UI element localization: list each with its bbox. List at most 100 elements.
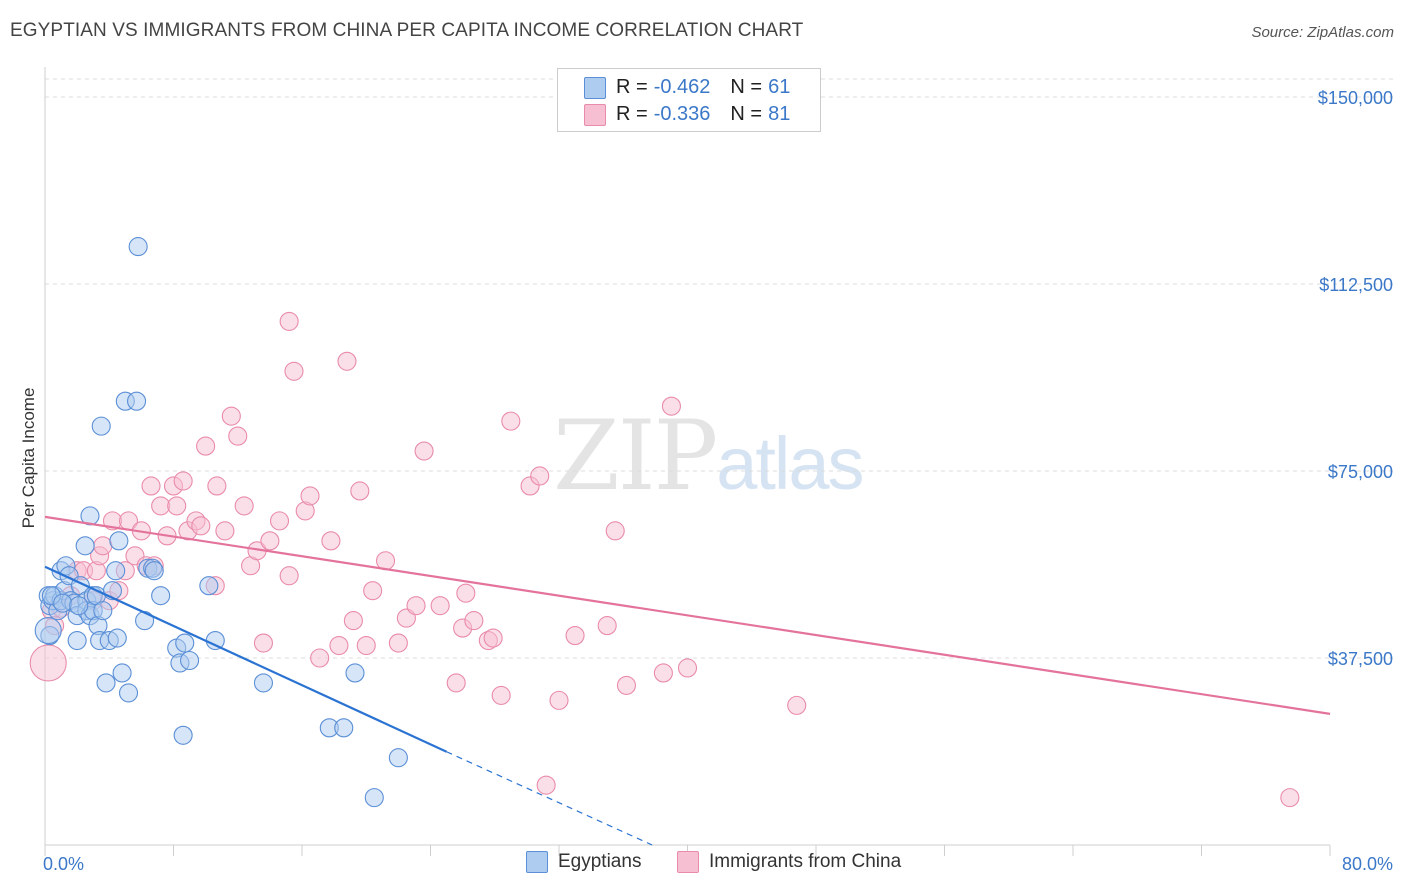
data-point [91, 416, 111, 436]
data-point [363, 581, 383, 601]
data-point [118, 683, 139, 703]
data-point [1280, 788, 1300, 808]
data-point [199, 576, 219, 596]
legend-r-value: -0.462 [653, 75, 711, 98]
tick-labels: $37,500 $75,000 $112,500 $150,000 0.0% 80.0% P… [19, 88, 1393, 874]
data-point [167, 496, 187, 516]
data-point [334, 718, 354, 738]
axes [44, 67, 1331, 856]
data-point [128, 237, 148, 257]
data-point [536, 775, 556, 795]
data-point [677, 658, 698, 678]
data-point [356, 635, 376, 656]
data-point [300, 486, 320, 506]
data-point [483, 628, 503, 648]
data-point [53, 593, 73, 613]
data-point [196, 436, 216, 456]
data-point [151, 586, 171, 606]
data-point [93, 536, 113, 556]
series-china-points [29, 311, 1300, 808]
data-point [501, 411, 521, 431]
data-point [144, 561, 164, 581]
data-point [215, 521, 235, 541]
data-point [388, 748, 408, 768]
legend-row-egyptians: R = -0.462 N = 61 [616, 75, 790, 99]
data-point [109, 531, 129, 551]
watermark-atlas: atlas [716, 422, 864, 505]
bottom-legend-swatch-china [677, 851, 699, 873]
data-point [135, 611, 155, 631]
data-point [175, 633, 195, 653]
data-point [310, 648, 330, 668]
watermark-zip: ZIP [553, 400, 718, 512]
data-point [253, 633, 274, 653]
y-axis-title: Per Capita Income [19, 388, 38, 529]
legend-n-label: N = [730, 102, 763, 125]
source-label: Source: ZipAtlas.com [1251, 24, 1394, 41]
bottom-legend-label-egyptians: Egyptians [558, 851, 642, 872]
data-point [29, 644, 67, 682]
data-point [530, 466, 550, 486]
bottom-legend-china: Immigrants from China [677, 851, 901, 873]
trend-lines [44, 515, 1331, 846]
data-point [34, 617, 62, 645]
data-point [205, 630, 225, 651]
x-tick-label: 80.0% [1342, 854, 1393, 874]
data-point [173, 471, 193, 491]
data-point [279, 311, 299, 331]
data-point [456, 583, 476, 603]
data-point [260, 531, 280, 551]
data-point [234, 496, 254, 516]
data-point [141, 476, 161, 496]
legend-swatch-china [584, 104, 606, 126]
data-point [321, 531, 341, 551]
bottom-legend-label-china: Immigrants from China [709, 851, 902, 872]
y-tick-label: $112,500 [1319, 275, 1393, 295]
data-point [96, 673, 116, 693]
data-point [549, 690, 569, 710]
data-point [207, 476, 227, 496]
series-egyptians-points [34, 237, 408, 808]
data-point [565, 626, 585, 646]
data-point [491, 685, 511, 705]
data-point [605, 521, 625, 541]
data-point [345, 663, 365, 683]
legend-r-label: R = [616, 102, 648, 125]
data-point [350, 481, 370, 501]
legend-r-value: -0.336 [653, 102, 711, 125]
data-point [337, 351, 357, 371]
data-point [127, 391, 147, 411]
x-tick-label: 0.0% [43, 854, 84, 874]
y-tick-label: $37,500 [1328, 649, 1393, 669]
data-point [406, 596, 426, 616]
legend-n-value: 61 [768, 75, 791, 98]
data-point [112, 663, 132, 683]
data-point [661, 396, 681, 416]
data-point [253, 673, 274, 693]
legend-n-value: 81 [768, 102, 791, 125]
y-tick-label: $150,000 [1318, 88, 1393, 108]
data-point [191, 516, 211, 536]
data-point [464, 611, 484, 631]
data-point [430, 596, 450, 616]
watermark: ZIPatlas [553, 400, 865, 512]
bottom-legend-egyptians: Egyptians [526, 851, 641, 873]
data-point [279, 566, 299, 586]
chart-title: EGYPTIAN VS IMMIGRANTS FROM CHINA PER CA… [10, 20, 804, 41]
trend-line-china [44, 515, 1331, 715]
data-point [173, 725, 193, 745]
data-point [151, 496, 171, 516]
trend-line-egyptians [44, 565, 448, 753]
data-point [616, 675, 637, 695]
data-point [93, 601, 113, 621]
data-point [69, 596, 89, 616]
legend-n-label: N = [730, 75, 763, 98]
data-point [329, 635, 349, 656]
legend-row-china: R = -0.336 N = 81 [616, 102, 790, 126]
legend-r-label: R = [616, 75, 648, 98]
data-point [75, 536, 95, 556]
data-point [343, 611, 363, 631]
data-point [653, 663, 673, 683]
data-point [228, 426, 248, 446]
